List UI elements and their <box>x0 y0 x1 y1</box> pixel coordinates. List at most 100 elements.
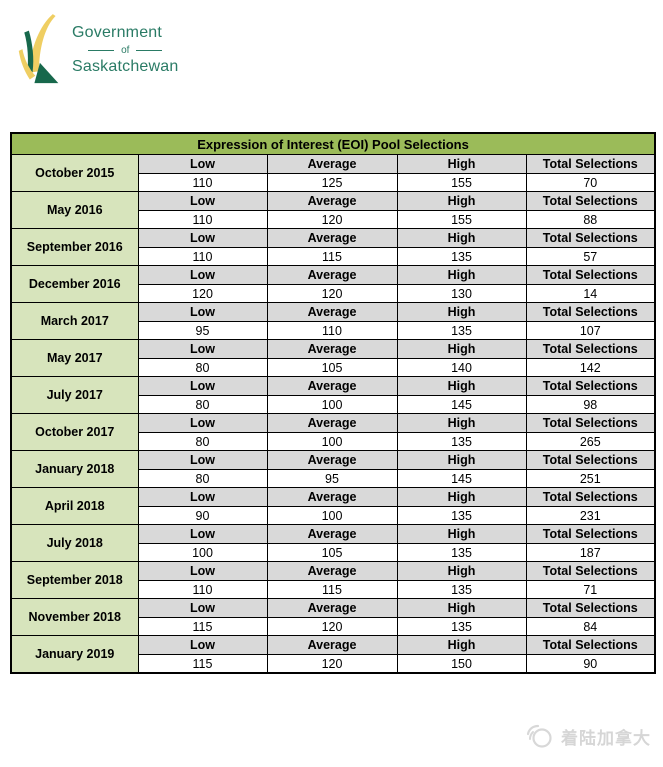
group-value-row: 100 105 135 187 <box>11 543 656 562</box>
column-header-total-selections: Total Selections <box>525 561 656 581</box>
logo-of-text: of <box>121 45 130 56</box>
group-header-row: October 2017 Low Average High Total Selectio… <box>10 413 656 451</box>
high-value: 155 <box>396 210 527 229</box>
group-value-row: 110 125 155 70 <box>11 173 656 192</box>
column-header-total-selections: Total Selections <box>525 265 656 285</box>
low-value: 115 <box>137 617 268 636</box>
date-cell: May 2016 <box>10 191 139 229</box>
low-value: 120 <box>137 284 268 303</box>
group-value-row: 80 100 145 98 <box>11 395 656 414</box>
column-header-low: Low <box>137 487 268 507</box>
high-value: 145 <box>396 395 527 414</box>
group-header-row: January 2018 Low Average High Total Selectio… <box>10 450 656 488</box>
column-header-low: Low <box>137 376 268 396</box>
high-value: 145 <box>396 469 527 488</box>
high-value: 135 <box>396 506 527 525</box>
logo-government-text: Government <box>72 24 163 42</box>
column-header-total-selections: Total Selections <box>525 302 656 322</box>
group-header-row: May 2017 Low Average High Total Selections <box>10 339 656 377</box>
column-header-low: Low <box>137 598 268 618</box>
date-cell: October 2015 <box>10 154 139 192</box>
column-header-average: Average <box>266 265 398 285</box>
wheat-sheaf-icon <box>16 12 62 88</box>
group-value-row: 115 120 135 84 <box>11 617 656 636</box>
average-value: 100 <box>266 432 398 451</box>
column-header-average: Average <box>266 487 398 507</box>
average-value: 120 <box>266 654 398 674</box>
column-header-total-selections: Total Selections <box>525 598 656 618</box>
table-title: Expression of Interest (EOI) Pool Select… <box>10 132 656 155</box>
high-value: 135 <box>396 247 527 266</box>
logo-text: Government of Saskatchewan <box>72 24 178 75</box>
column-header-average: Average <box>266 524 398 544</box>
column-header-high: High <box>396 154 527 174</box>
date-cell: September 2016 <box>10 228 139 266</box>
column-header-total-selections: Total Selections <box>525 228 656 248</box>
total-value: 265 <box>525 432 656 451</box>
high-value: 150 <box>396 654 527 674</box>
low-value: 100 <box>137 543 268 562</box>
average-value: 120 <box>266 210 398 229</box>
column-header-high: High <box>396 228 527 248</box>
column-header-high: High <box>396 450 527 470</box>
column-header-high: High <box>396 561 527 581</box>
column-header-high: High <box>396 265 527 285</box>
group-value-row: 90 100 135 231 <box>11 506 656 525</box>
group-value-row: 115 120 150 90 <box>11 654 656 674</box>
eoi-pool-selections-table: Expression of Interest (EOI) Pool Select… <box>10 132 657 674</box>
column-header-average: Average <box>266 450 398 470</box>
total-value: 70 <box>525 173 656 192</box>
average-value: 120 <box>266 617 398 636</box>
low-value: 80 <box>137 395 268 414</box>
column-header-high: High <box>396 376 527 396</box>
group-header-row: May 2016 Low Average High Total Selections <box>10 191 656 229</box>
column-header-average: Average <box>266 191 398 211</box>
date-cell: November 2018 <box>10 598 139 636</box>
column-header-total-selections: Total Selections <box>525 339 656 359</box>
column-header-high: High <box>396 635 527 655</box>
column-header-low: Low <box>137 154 268 174</box>
logo-saskatchewan-text: Saskatchewan <box>72 58 179 75</box>
total-value: 57 <box>525 247 656 266</box>
total-value: 14 <box>525 284 656 303</box>
date-cell: March 2017 <box>10 302 139 340</box>
low-value: 90 <box>137 506 268 525</box>
total-value: 107 <box>525 321 656 340</box>
column-header-low: Low <box>137 524 268 544</box>
column-header-low: Low <box>137 191 268 211</box>
average-value: 100 <box>266 395 398 414</box>
table-body: October 2015 Low Average High Total Selectio… <box>10 154 656 674</box>
column-header-average: Average <box>266 302 398 322</box>
high-value: 135 <box>396 432 527 451</box>
high-value: 135 <box>396 617 527 636</box>
low-value: 110 <box>137 247 268 266</box>
column-header-low: Low <box>137 635 268 655</box>
date-cell: July 2018 <box>10 524 139 562</box>
column-header-total-selections: Total Selections <box>525 154 656 174</box>
total-value: 90 <box>525 654 656 674</box>
column-header-low: Low <box>137 228 268 248</box>
average-value: 115 <box>266 580 398 599</box>
column-header-low: Low <box>137 265 268 285</box>
column-header-high: High <box>396 487 527 507</box>
column-header-average: Average <box>266 635 398 655</box>
column-header-average: Average <box>266 561 398 581</box>
column-header-total-selections: Total Selections <box>525 450 656 470</box>
total-value: 187 <box>525 543 656 562</box>
column-header-average: Average <box>266 154 398 174</box>
group-header-row: September 2018 Low Average High Total Select… <box>10 561 656 599</box>
average-value: 120 <box>266 284 398 303</box>
logo-dash-right <box>136 50 163 51</box>
average-value: 105 <box>266 543 398 562</box>
low-value: 95 <box>137 321 268 340</box>
high-value: 140 <box>396 358 527 377</box>
total-value: 71 <box>525 580 656 599</box>
group-value-row: 110 115 135 57 <box>11 247 656 266</box>
column-header-high: High <box>396 524 527 544</box>
date-cell: October 2017 <box>10 413 139 451</box>
low-value: 110 <box>137 173 268 192</box>
column-header-low: Low <box>137 302 268 322</box>
low-value: 115 <box>137 654 268 674</box>
high-value: 155 <box>396 173 527 192</box>
date-cell: July 2017 <box>10 376 139 414</box>
